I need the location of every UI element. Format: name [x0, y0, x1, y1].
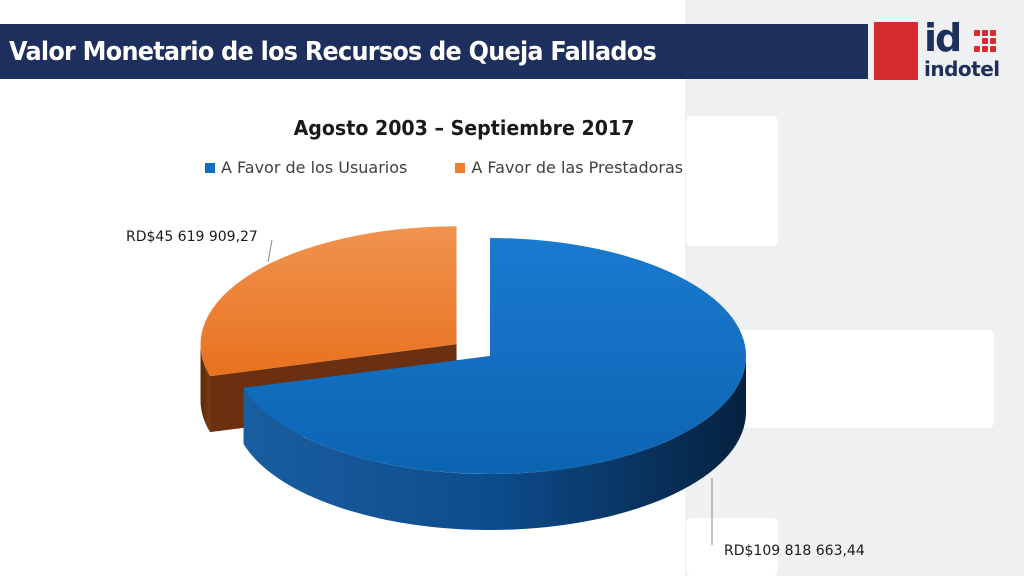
background-card: [686, 116, 778, 246]
data-label-prestadoras: RD$45 619 909,27: [126, 229, 258, 245]
logo-red-block: [874, 22, 918, 80]
logo-grid-icon: [974, 30, 1002, 58]
pie-side-usuarios: [243, 356, 746, 530]
legend-item-usuarios: A Favor de los Usuarios: [205, 158, 407, 177]
page-title: Valor Monetario de los Recursos de Queja…: [9, 36, 657, 67]
indotel-logo: id indotel: [874, 16, 1020, 84]
leader-line-prestadoras: [267, 239, 273, 263]
logo-id-mark: id: [924, 16, 962, 60]
legend-label-usuarios: A Favor de los Usuarios: [221, 158, 408, 177]
pie-side-prestadoras: [200, 344, 211, 433]
title-bar: Valor Monetario de los Recursos de Queja…: [0, 24, 868, 79]
legend-label-prestadoras: A Favor de las Prestadoras: [471, 158, 684, 177]
pie-slice-prestadoras: [200, 226, 457, 377]
legend-swatch-prestadoras: [455, 162, 466, 173]
pie-slice-usuarios: [243, 238, 747, 474]
legend-swatch-usuarios: [205, 162, 215, 173]
background-card: [686, 518, 778, 576]
logo-wordmark: indotel: [924, 57, 1000, 81]
data-label-usuarios: RD$109 818 663,44: [724, 543, 865, 559]
chart-title: Agosto 2003 – Septiembre 2017: [293, 116, 635, 140]
background-panel: [685, 0, 1024, 576]
legend-item-prestadoras: A Favor de las Prestadoras: [455, 158, 683, 177]
chart-legend: A Favor de los Usuarios A Favor de las P…: [205, 158, 683, 177]
